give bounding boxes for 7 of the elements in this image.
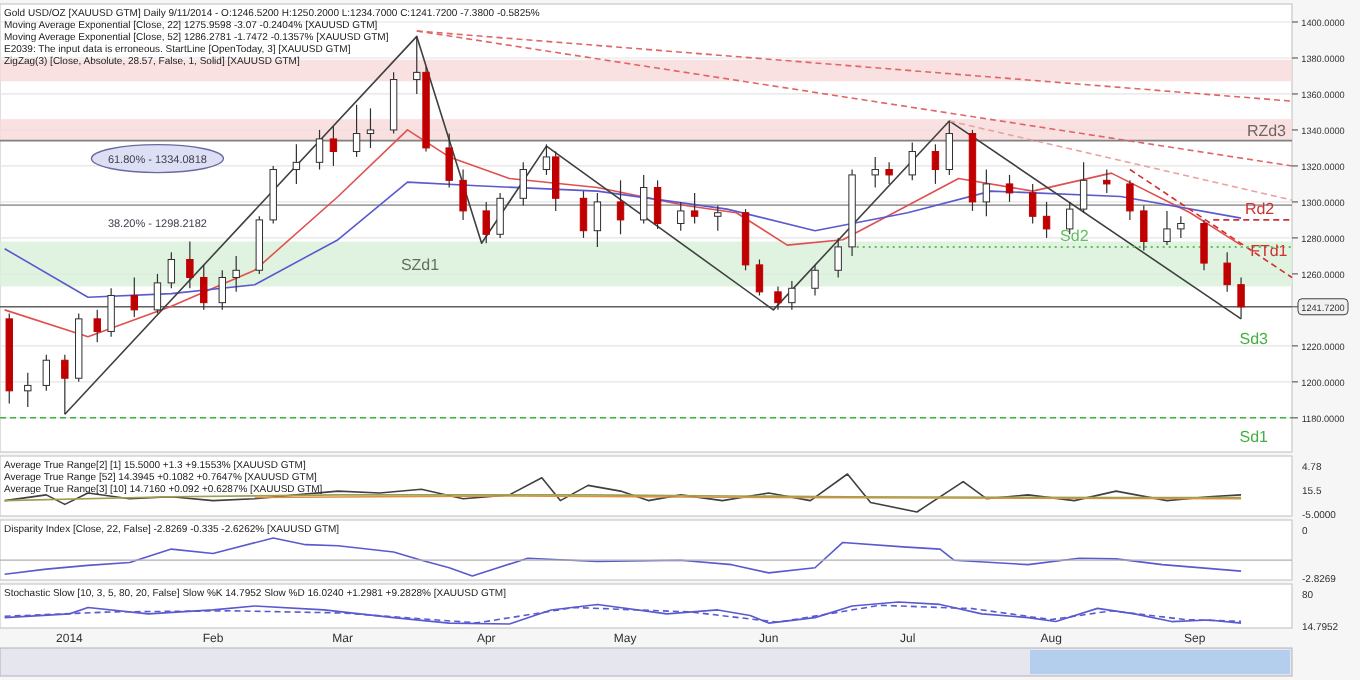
annotation: Sd3 <box>1239 330 1270 349</box>
band-label: SZd1 <box>400 255 441 274</box>
band-label: RZd3 <box>1246 121 1288 140</box>
ref-line-label: Sd1 <box>1239 427 1270 446</box>
annotation: Sd2 <box>1060 226 1090 245</box>
annotation: Rd2 <box>1244 199 1276 218</box>
annotation: FTd1 <box>1250 242 1289 260</box>
